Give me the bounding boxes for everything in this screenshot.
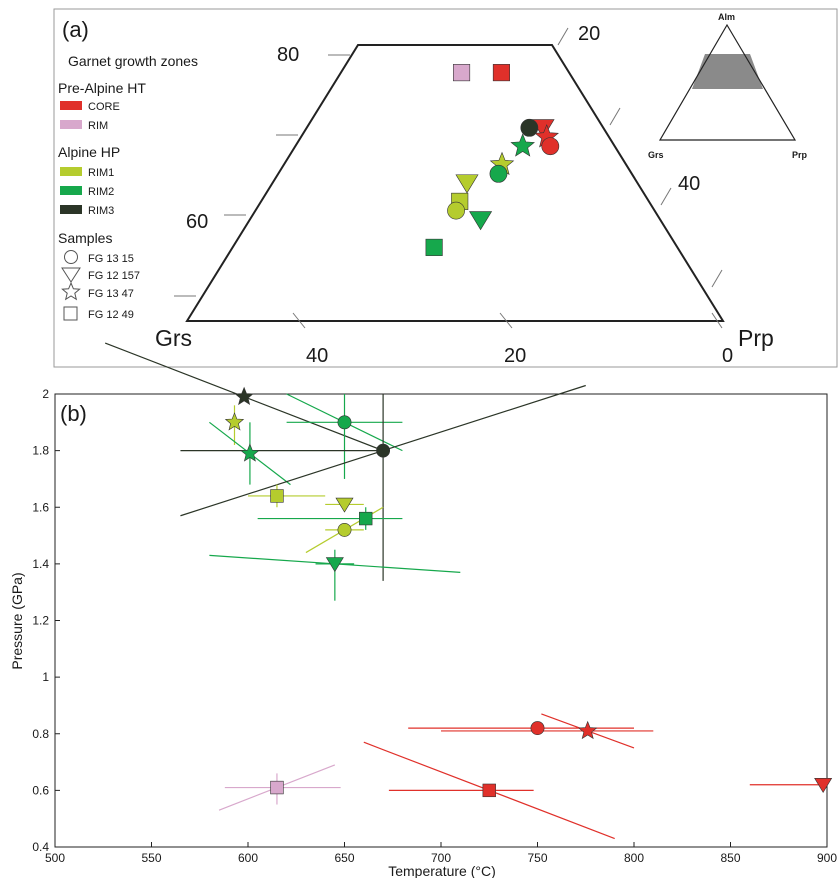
pt-point-rim2-square (359, 511, 373, 526)
pt-point-rim1-star (224, 412, 245, 431)
inset-label-grs: Grs (648, 150, 664, 160)
pt-point-core-star (578, 720, 598, 740)
x-tick-label: 800 (624, 851, 644, 865)
y-tick-label: 1.8 (32, 444, 49, 458)
ternary-point-rim2-triangle (469, 211, 493, 231)
y-tick-label: 1.2 (32, 614, 49, 628)
ternary-point-core-square (492, 64, 510, 82)
tick-left-80: 80 (277, 44, 299, 66)
legend-swatch-core (60, 101, 82, 110)
tick-right-40: 40 (678, 173, 700, 195)
x-tick-label: 900 (817, 851, 837, 865)
x-tick-label: 850 (720, 851, 740, 865)
legend-swatch-rim2 (60, 186, 82, 195)
legend-label-rim3: RIM3 (88, 205, 114, 217)
x-tick-label: 750 (527, 851, 547, 865)
y-tick-label: 1.6 (32, 500, 49, 514)
legend-label-rim: RIM (88, 120, 108, 132)
legend-label-rim1: RIM1 (88, 167, 114, 179)
ternary-point-rim1-triangle (455, 174, 479, 194)
ternary-point-rim-square (452, 64, 471, 82)
pt-point-rim2-circle (337, 415, 352, 430)
x-axis-label: Temperature (°C) (388, 863, 496, 878)
pt-point-rim-square (270, 780, 284, 795)
y-tick-label: 1.4 (32, 557, 49, 571)
tick-bottom-0: 0 (722, 345, 733, 367)
y-tick-label: 0.8 (32, 727, 49, 741)
inset-ternary: Alm Grs Prp (648, 12, 808, 160)
panel-a-label: (a) (62, 17, 89, 42)
legend: Garnet growth zones Pre-Alpine HT CORE R… (58, 53, 198, 321)
inset-highlight (692, 54, 763, 89)
legend-samples-title: Samples (58, 230, 112, 246)
x-tick-label: 700 (431, 851, 451, 865)
ternary-data-points (425, 64, 560, 256)
inset-triangle (658, 23, 797, 141)
legend-swatch-rim3 (60, 205, 82, 214)
pt-point-core-triangle (814, 778, 833, 793)
ternary-frame (185, 44, 725, 322)
tick-right-20: 20 (578, 23, 600, 45)
pt-point-rim3-star (234, 386, 254, 406)
x-tick-label: 500 (45, 851, 65, 865)
ternary-point-rim3-circle (520, 118, 539, 137)
pt-point-rim2-star (240, 443, 260, 462)
y-axis-label: Pressure (GPa) (9, 572, 25, 669)
x-tick-label: 600 (238, 851, 258, 865)
pt-data-points (224, 386, 833, 798)
x-tick-label: 550 (141, 851, 161, 865)
ternary-point-core-circle (541, 137, 560, 156)
legend-star-symbol (61, 281, 81, 301)
legend-square-symbol (63, 306, 78, 321)
legend-swatch-rim1 (60, 167, 82, 176)
ternary-point-rim2-square (425, 238, 443, 256)
corner-label-grs: Grs (155, 325, 192, 351)
legend-sample-fg1315: FG 13 15 (88, 253, 134, 265)
panel-b-label: (b) (60, 401, 87, 426)
legend-label-core: CORE (88, 101, 120, 113)
pt-panel: (b) 500 550 600 650 700 750 800 850 900 0.4 0.6 0.8… (9, 342, 837, 878)
x-tick-label: 650 (334, 851, 354, 865)
legend-title: Garnet growth zones (68, 53, 198, 69)
panel-a-frame (53, 8, 838, 368)
pt-point-rim1-circle (337, 522, 352, 537)
plot-frame (54, 393, 828, 848)
legend-sample-fg1347: FG 13 47 (88, 288, 134, 300)
ternary-point-rim1-circle (447, 201, 465, 220)
tick-bottom-40: 40 (306, 345, 328, 367)
y-tick-label: 0.4 (32, 840, 49, 854)
pt-point-rim1-square (270, 489, 284, 503)
tick-left-60: 60 (186, 211, 208, 233)
legend-sample-fg12157: FG 12 157 (88, 270, 140, 282)
pt-point-core-square (482, 783, 496, 798)
axes: 500 550 600 650 700 750 800 850 900 0.4 0.6 0.8 1 1.2… (32, 387, 837, 865)
legend-sample-fg1249: FG 12 49 (88, 309, 134, 321)
tick-bottom-20: 20 (504, 345, 526, 367)
y-tick-label: 2 (42, 387, 49, 401)
ternary-ticks (174, 27, 723, 329)
legend-group-alpine: Alpine HP (58, 144, 120, 160)
corner-label-prp: Prp (738, 325, 774, 351)
ternary-point-rim2-star (510, 133, 535, 157)
pt-point-rim2-triangle (325, 557, 344, 573)
inset-label-alm: Alm (718, 12, 735, 22)
y-tick-label: 1 (42, 670, 49, 684)
ternary-point-rim2-circle (489, 164, 508, 183)
legend-triangle-symbol (61, 267, 81, 283)
ternary-panel: (a) 80 60 20 40 40 20 0 Grs Prp (53, 8, 838, 368)
error-bars (104, 342, 827, 840)
pt-point-rim3-circle (376, 443, 391, 458)
y-tick-label: 0.6 (32, 783, 49, 797)
legend-circle-symbol (64, 250, 78, 264)
inset-label-prp: Prp (792, 150, 808, 160)
legend-label-rim2: RIM2 (88, 186, 114, 198)
legend-swatch-rim (60, 120, 82, 129)
legend-group-pre-alpine: Pre-Alpine HT (58, 80, 146, 96)
pt-point-rim1-triangle (335, 497, 354, 513)
pt-point-core-circle (530, 721, 545, 736)
